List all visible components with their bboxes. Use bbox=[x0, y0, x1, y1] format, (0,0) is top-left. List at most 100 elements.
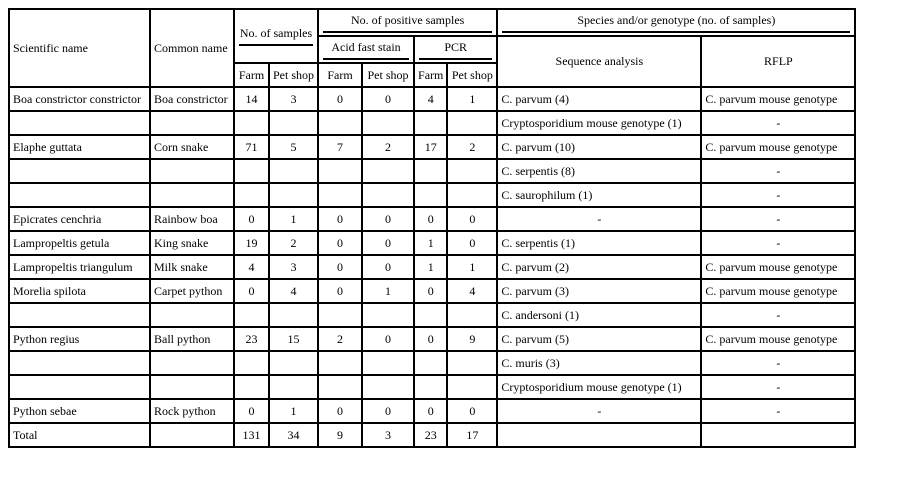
cell-sequence-analysis: C. parvum (3) bbox=[496, 278, 703, 304]
cell-pcr-farm bbox=[413, 158, 449, 184]
cell-pcr-pet-shop: 0 bbox=[446, 398, 499, 424]
table-row: Python regius Ball python 23 15 2 0 0 9 C. parvu… bbox=[8, 326, 857, 352]
cell-common-name: Carpet python bbox=[149, 278, 235, 304]
cell-acid-pet-shop: 2 bbox=[361, 134, 416, 160]
cell-sequence-analysis: Cryptosporidium mouse genotype (1) bbox=[496, 374, 703, 400]
cell-scientific-name bbox=[8, 374, 151, 400]
cell-pcr-pet-shop bbox=[446, 302, 499, 328]
cell-scientific-name: Python sebae bbox=[8, 398, 151, 424]
cell-scientific-name: Boa constrictor constrictor bbox=[8, 86, 151, 112]
cell-pcr-farm bbox=[413, 182, 449, 208]
cell-common-name bbox=[149, 302, 235, 328]
cell-acid-pet-shop: 0 bbox=[361, 398, 416, 424]
table-row: Cryptosporidium mouse genotype (1) - bbox=[8, 110, 857, 136]
cell-pcr-farm bbox=[413, 110, 449, 136]
cell-rflp: C. parvum mouse genotype bbox=[700, 86, 857, 112]
cell-samples-pet-shop bbox=[267, 110, 320, 136]
cell-samples-pet-shop: 3 bbox=[267, 254, 320, 280]
header-species: Species and/or genotype (no. of samples) bbox=[496, 8, 857, 37]
cell-scientific-name: Lampropeltis getula bbox=[8, 230, 151, 256]
cell-acid-pet-shop bbox=[361, 158, 416, 184]
cell-samples-pet-shop bbox=[267, 374, 320, 400]
cell-sequence-analysis: C. parvum (2) bbox=[496, 254, 703, 280]
cell-samples-pet-shop: 4 bbox=[267, 278, 320, 304]
cell-rflp: - bbox=[700, 182, 857, 208]
cell-acid-pet-shop: 0 bbox=[361, 86, 416, 112]
cell-acid-farm bbox=[317, 302, 364, 328]
cell-pcr-pet-shop: 9 bbox=[446, 326, 499, 352]
cell-samples-farm bbox=[233, 350, 270, 376]
cell-acid-pet-shop: 3 bbox=[361, 422, 416, 448]
cell-common-name: Ball python bbox=[149, 326, 235, 352]
table-row: Cryptosporidium mouse genotype (1) - bbox=[8, 374, 857, 400]
cell-acid-farm bbox=[317, 374, 364, 400]
cell-rflp: C. parvum mouse genotype bbox=[700, 134, 857, 160]
cell-samples-farm: 71 bbox=[233, 134, 270, 160]
cell-rflp: C. parvum mouse genotype bbox=[700, 254, 857, 280]
cell-samples-pet-shop: 2 bbox=[267, 230, 320, 256]
cell-pcr-farm: 0 bbox=[413, 206, 449, 232]
cell-pcr-farm: 1 bbox=[413, 230, 449, 256]
cell-samples-pet-shop bbox=[267, 350, 320, 376]
cell-rflp: - bbox=[700, 110, 857, 136]
cell-scientific-name: Total bbox=[8, 422, 151, 448]
header-pet-shop: Pet shop bbox=[446, 62, 499, 88]
cell-samples-farm: 0 bbox=[233, 278, 270, 304]
cell-rflp: - bbox=[700, 374, 857, 400]
cell-acid-farm: 9 bbox=[317, 422, 364, 448]
cell-acid-farm: 0 bbox=[317, 254, 364, 280]
cell-samples-pet-shop: 3 bbox=[267, 86, 320, 112]
table-row: Boa constrictor constrictor Boa constrict… bbox=[8, 86, 857, 112]
cell-common-name: King snake bbox=[149, 230, 235, 256]
cell-sequence-analysis bbox=[496, 422, 703, 448]
cell-common-name bbox=[149, 158, 235, 184]
cell-scientific-name: Elaphe guttata bbox=[8, 134, 151, 160]
cell-common-name bbox=[149, 182, 235, 208]
cell-acid-farm bbox=[317, 110, 364, 136]
cell-samples-farm bbox=[233, 110, 270, 136]
cell-scientific-name: Epicrates cenchria bbox=[8, 206, 151, 232]
cell-common-name: Boa constrictor bbox=[149, 86, 235, 112]
header-farm: Farm bbox=[317, 62, 364, 88]
cell-pcr-pet-shop: 2 bbox=[446, 134, 499, 160]
header-no-positive: No. of positive samples bbox=[317, 8, 499, 37]
cell-pcr-farm: 0 bbox=[413, 326, 449, 352]
table-row: Lampropeltis getula King snake 19 2 0 0 1 0 C. s… bbox=[8, 230, 857, 256]
cell-sequence-analysis: C. serpentis (1) bbox=[496, 230, 703, 256]
cell-samples-pet-shop: 1 bbox=[267, 398, 320, 424]
cell-samples-farm: 23 bbox=[233, 326, 270, 352]
header-pet-shop: Pet shop bbox=[361, 62, 416, 88]
table-row: Epicrates cenchria Rainbow boa 0 1 0 0 0 0- - bbox=[8, 206, 857, 232]
cell-samples-farm: 14 bbox=[233, 86, 270, 112]
cell-samples-farm bbox=[233, 302, 270, 328]
cell-samples-pet-shop: 5 bbox=[267, 134, 320, 160]
cell-common-name: Rainbow boa bbox=[149, 206, 235, 232]
cell-common-name bbox=[149, 350, 235, 376]
cell-scientific-name bbox=[8, 110, 151, 136]
cell-scientific-name bbox=[8, 350, 151, 376]
cell-sequence-analysis: C. parvum (5) bbox=[496, 326, 703, 352]
cell-acid-pet-shop bbox=[361, 350, 416, 376]
cell-scientific-name bbox=[8, 158, 151, 184]
cryptosporidium-table: Scientific name Common name No. of sampl… bbox=[8, 8, 857, 448]
table-row: Lampropeltis triangulum Milk snake 4 3 0 0 1 1 C… bbox=[8, 254, 857, 280]
cell-acid-farm: 2 bbox=[317, 326, 364, 352]
cell-sequence-analysis: C. saurophilum (1) bbox=[496, 182, 703, 208]
cell-pcr-farm: 1 bbox=[413, 254, 449, 280]
cell-samples-farm bbox=[233, 182, 270, 208]
cell-acid-farm bbox=[317, 158, 364, 184]
cell-pcr-pet-shop bbox=[446, 110, 499, 136]
header-farm: Farm bbox=[413, 62, 449, 88]
cell-pcr-pet-shop: 17 bbox=[446, 422, 499, 448]
cell-sequence-analysis: C. parvum (4) bbox=[496, 86, 703, 112]
cell-rflp: C. parvum mouse genotype bbox=[700, 326, 857, 352]
cell-acid-pet-shop: 0 bbox=[361, 254, 416, 280]
cell-sequence-analysis: C. andersoni (1) bbox=[496, 302, 703, 328]
cell-pcr-farm bbox=[413, 350, 449, 376]
cell-pcr-pet-shop: 0 bbox=[446, 206, 499, 232]
cell-pcr-farm: 0 bbox=[413, 398, 449, 424]
cell-samples-farm: 0 bbox=[233, 206, 270, 232]
cell-acid-pet-shop bbox=[361, 110, 416, 136]
cell-acid-farm: 0 bbox=[317, 278, 364, 304]
cell-pcr-farm: 23 bbox=[413, 422, 449, 448]
